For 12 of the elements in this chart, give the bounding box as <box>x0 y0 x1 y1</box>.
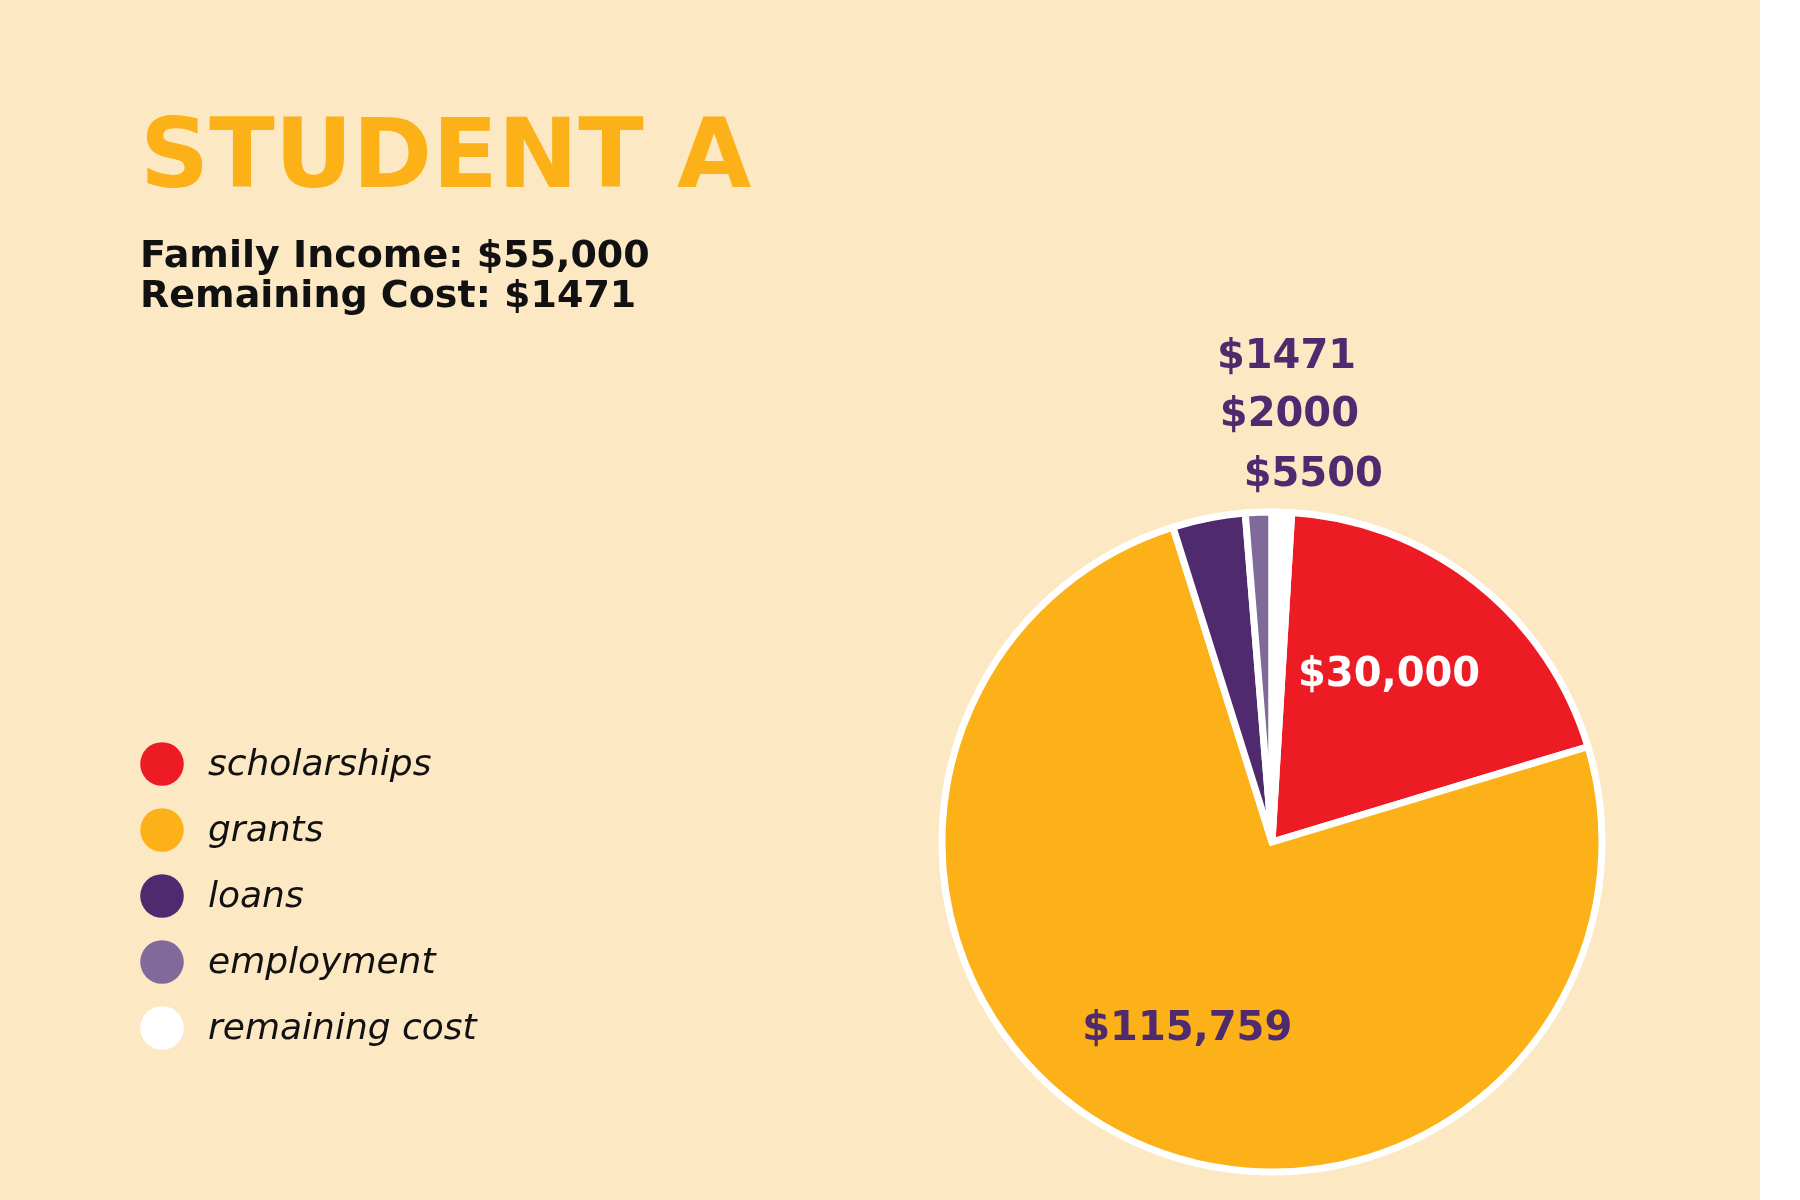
legend-label: loans <box>208 874 304 915</box>
legend-label: remaining cost <box>208 1006 479 1047</box>
data-label: $1471 <box>1216 331 1357 378</box>
data-label: $30,000 <box>1297 649 1481 696</box>
text: Family Income: $55,000 <box>140 232 650 277</box>
legend-label: scholarships <box>208 742 432 783</box>
chart-title: STUDENT A <box>140 98 752 211</box>
legend-label: employment <box>208 940 438 981</box>
data-label: $2000 <box>1219 389 1359 436</box>
data-label: $115,759 <box>1082 1003 1293 1050</box>
legend-label: grants <box>208 808 324 849</box>
data-label: $5500 <box>1243 449 1383 496</box>
